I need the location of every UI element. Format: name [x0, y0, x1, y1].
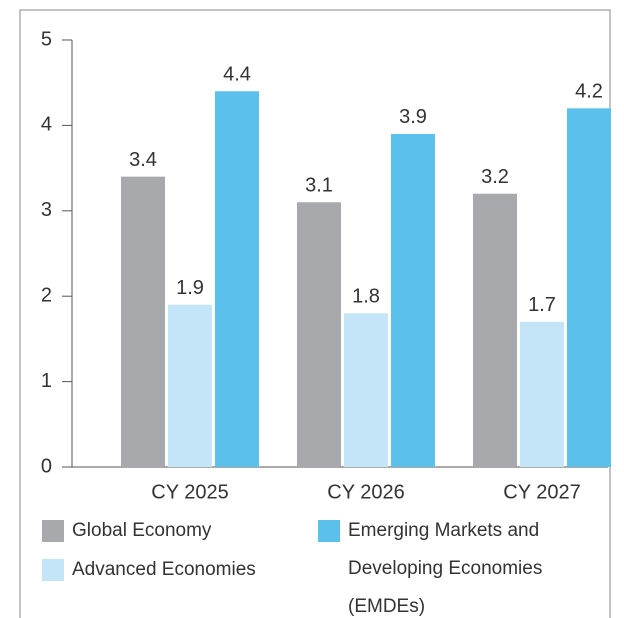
bar: [391, 133, 435, 467]
value-label: 1.9: [176, 277, 204, 299]
x-tick-label: CY 2025: [151, 481, 228, 503]
value-label: 1.8: [352, 286, 380, 308]
y-tick-label: 4: [41, 114, 52, 136]
y-tick-label: 3: [41, 199, 52, 221]
bar: [473, 193, 517, 467]
legend-swatch: [42, 520, 64, 542]
bar: [168, 304, 212, 467]
y-tick-label: 2: [41, 284, 52, 306]
value-label: 3.2: [481, 166, 509, 188]
value-label: 4.2: [575, 81, 603, 103]
value-label: 3.9: [399, 106, 427, 128]
legend-item: Emerging Markets and Developing Economie…: [318, 512, 580, 618]
bar: [520, 321, 564, 467]
legend-label: Advanced Economies: [72, 559, 256, 580]
x-tick-label: CY 2027: [503, 481, 580, 503]
bar: [297, 202, 341, 467]
bar: [121, 176, 165, 467]
y-tick-label: 1: [41, 370, 52, 392]
value-label: 3.1: [305, 175, 333, 197]
value-label: 3.4: [129, 149, 157, 171]
value-label: 4.4: [223, 64, 251, 86]
legend-label: Global Economy: [72, 520, 212, 541]
bar: [215, 91, 259, 468]
bar: [344, 313, 388, 467]
legend-item: Global Economy: [42, 512, 272, 550]
legend-swatch: [42, 559, 64, 581]
x-tick-label: CY 2026: [327, 481, 404, 503]
legend-item: Advanced Economies: [42, 551, 272, 589]
y-tick-label: 5: [41, 28, 52, 50]
y-tick-label: 0: [41, 455, 52, 477]
legend-label: Emerging Markets and Developing Economie…: [348, 520, 543, 617]
bar: [567, 108, 611, 467]
value-label: 1.7: [528, 294, 556, 316]
legend-swatch: [318, 520, 340, 542]
